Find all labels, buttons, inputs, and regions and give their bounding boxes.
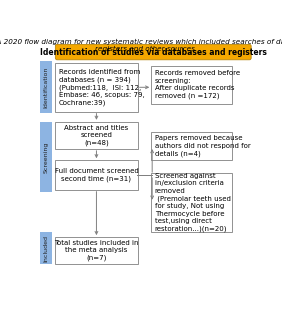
Text: Identification: Identification: [43, 66, 48, 108]
FancyBboxPatch shape: [55, 63, 138, 112]
Text: Records removed before
screening:
After duplicate records
removed (n =172): Records removed before screening: After …: [155, 71, 240, 100]
FancyBboxPatch shape: [55, 160, 138, 190]
Text: Full document screened
second time (n=31): Full document screened second time (n=31…: [55, 168, 138, 182]
Text: PRISMA 2020 flow diagram for new systematic reviews which included searches of d: PRISMA 2020 flow diagram for new systema…: [0, 39, 282, 52]
Text: Papers removed because
authors did not respond for
details (n=4): Papers removed because authors did not r…: [155, 135, 250, 157]
Text: Total studies included in
the meta analysis
(n=7): Total studies included in the meta analy…: [54, 240, 139, 261]
Text: Records identified from
databases (n = 394)
(Pubmed:118,  ISI: 112,
Embase: 46, : Records identified from databases (n = 3…: [59, 69, 144, 106]
FancyBboxPatch shape: [151, 173, 232, 232]
FancyBboxPatch shape: [55, 237, 138, 265]
FancyBboxPatch shape: [39, 122, 52, 193]
Text: Identification of studies via databases and registers: Identification of studies via databases …: [40, 48, 267, 56]
Text: Included: Included: [43, 235, 48, 262]
FancyBboxPatch shape: [151, 66, 232, 104]
FancyBboxPatch shape: [39, 232, 52, 265]
FancyBboxPatch shape: [39, 61, 52, 113]
FancyBboxPatch shape: [151, 132, 232, 160]
Text: Abstract and titles
screened
(n=48): Abstract and titles screened (n=48): [64, 124, 129, 146]
FancyBboxPatch shape: [55, 44, 251, 60]
Text: Screening: Screening: [43, 141, 48, 173]
Text: Screened against
in/exclusion criteria
removed
 (Premolar teeth used
for study, : Screened against in/exclusion criteria r…: [155, 173, 231, 232]
FancyBboxPatch shape: [55, 122, 138, 149]
